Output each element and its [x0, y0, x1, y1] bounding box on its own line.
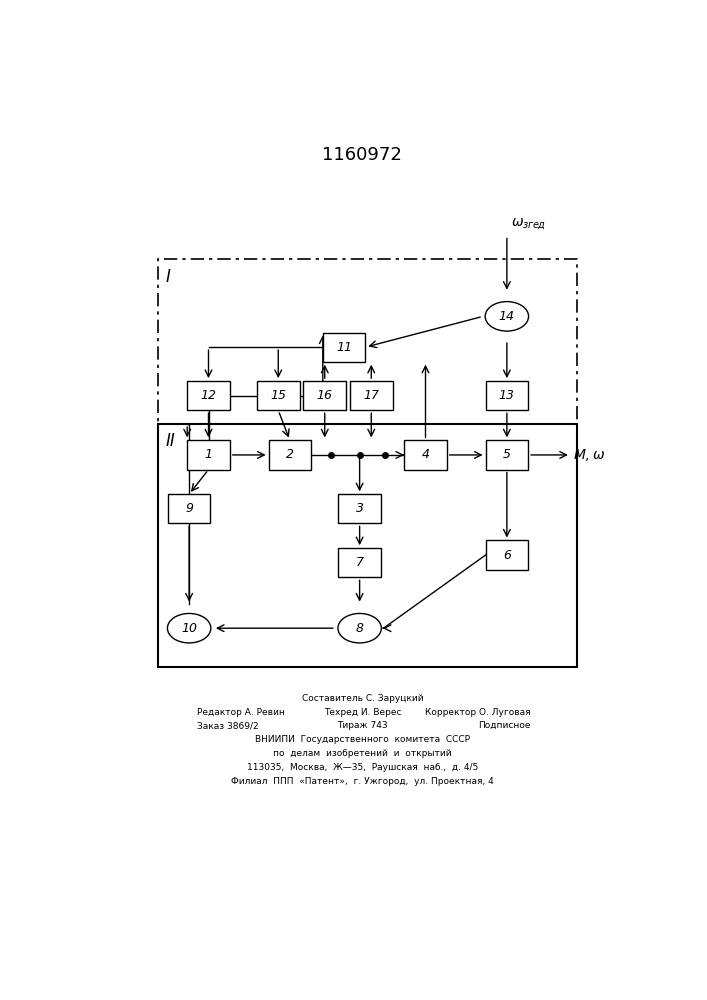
Bar	[404, 440, 447, 470]
Text: Заказ 3869/2: Заказ 3869/2	[197, 721, 259, 730]
Text: 12: 12	[201, 389, 216, 402]
Text: Подписное: Подписное	[478, 721, 530, 730]
Text: $\omega_{зге\!д}$: $\omega_{зге\!д}$	[510, 216, 545, 232]
Text: 7: 7	[356, 556, 363, 569]
Text: 9: 9	[185, 502, 193, 515]
Text: $M,\omega$: $M,\omega$	[573, 447, 605, 463]
Bar	[158, 259, 577, 667]
Text: 14: 14	[499, 310, 515, 323]
Text: 10: 10	[181, 622, 197, 635]
Text: по  делам  изобретений  и  открытий: по делам изобретений и открытий	[273, 749, 452, 758]
Text: 8: 8	[356, 622, 363, 635]
Ellipse shape	[168, 613, 211, 643]
Text: ВНИИПИ  Государственного  комитета  СССР: ВНИИПИ Государственного комитета СССР	[255, 735, 470, 744]
Text: Составитель С. Заруцкий: Составитель С. Заруцкий	[301, 694, 423, 703]
Text: 6: 6	[503, 549, 511, 562]
Bar	[486, 540, 528, 570]
Text: 11: 11	[336, 341, 352, 354]
Text: 5: 5	[503, 448, 511, 461]
Text: II: II	[166, 432, 175, 450]
Text: 1: 1	[204, 448, 213, 461]
Text: 1160972: 1160972	[322, 146, 402, 164]
Text: Корректор О. Луговая: Корректор О. Луговая	[424, 708, 530, 717]
Text: 16: 16	[317, 389, 333, 402]
Bar	[158, 424, 577, 667]
Text: 15: 15	[270, 389, 286, 402]
Text: 17: 17	[363, 389, 379, 402]
Text: 13: 13	[499, 389, 515, 402]
Text: Редактор А. Ревин: Редактор А. Ревин	[197, 708, 285, 717]
Text: 2: 2	[286, 448, 294, 461]
Bar	[339, 548, 381, 577]
Text: Филиал  ППП  «Патент»,  г. Ужгород,  ул. Проектная, 4: Филиал ППП «Патент», г. Ужгород, ул. Про…	[231, 777, 493, 786]
Bar	[486, 440, 528, 470]
Bar	[168, 494, 211, 523]
Bar	[350, 381, 392, 410]
Bar	[187, 440, 230, 470]
Bar	[486, 381, 528, 410]
Text: 113035,  Москва,  Ж—35,  Раушская  наб.,  д. 4/5: 113035, Москва, Ж—35, Раушская наб., д. …	[247, 763, 478, 772]
Text: I: I	[166, 268, 171, 286]
Text: Тираж 743: Тираж 743	[337, 721, 387, 730]
Text: 3: 3	[356, 502, 363, 515]
Bar	[323, 333, 366, 362]
Text: Техред И. Верес: Техред И. Верес	[324, 708, 401, 717]
Bar	[257, 381, 300, 410]
Ellipse shape	[338, 613, 381, 643]
Bar	[303, 381, 346, 410]
Ellipse shape	[485, 302, 529, 331]
Bar	[269, 440, 311, 470]
Text: 4: 4	[421, 448, 429, 461]
Bar	[339, 494, 381, 523]
Bar	[187, 381, 230, 410]
